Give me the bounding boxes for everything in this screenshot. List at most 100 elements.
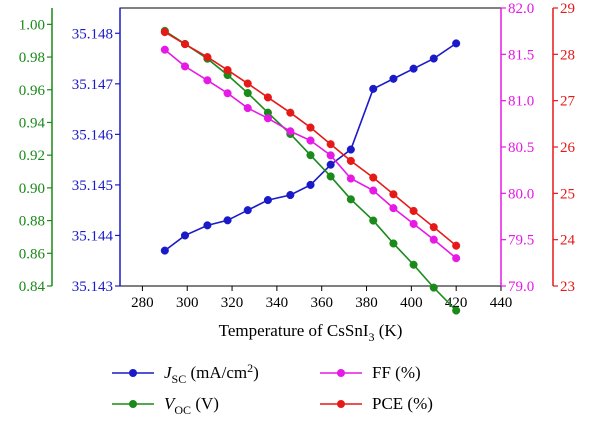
data-point-pce	[369, 173, 378, 182]
data-point-pce	[326, 140, 335, 149]
legend-marker-pce	[337, 400, 345, 408]
data-point-ff	[180, 62, 190, 71]
data-point-ff	[203, 76, 212, 85]
y-tick-label-ff: 82.0	[508, 1, 534, 17]
legend-item-jsc: JSC (mA/cm2)	[112, 361, 259, 386]
data-point-pce	[203, 53, 212, 62]
data-point-ff	[369, 186, 378, 195]
y-axis-jsc: 35.143 35.144 35.145 35.146 35.147 35.148	[72, 8, 121, 295]
series-jsc	[160, 39, 461, 255]
data-point-jsc	[263, 196, 272, 205]
x-tick-label: 360	[310, 295, 333, 311]
data-point-voc	[452, 306, 461, 315]
data-point-jsc	[326, 160, 335, 169]
axes: 280 300 320 340 360 380 400 420 4400.840.860.880…	[19, 1, 576, 311]
series-layer	[160, 26, 461, 315]
y-tick-label-ff: 79.5	[508, 233, 534, 249]
data-point-ff	[409, 219, 418, 228]
y-axis-voc: 0.84 0.86 0.88 0.90 0.92 0.94 0.96 0.98 1.00	[19, 8, 53, 295]
legend-marker-ff	[337, 369, 345, 377]
y-tick-label-jsc: 35.143	[72, 279, 113, 295]
data-point-ff	[306, 136, 315, 145]
data-point-pce	[263, 93, 272, 102]
y-tick-label-voc: 0.92	[19, 148, 45, 164]
data-point-voc	[243, 88, 252, 98]
y-tick-label-jsc: 35.144	[72, 228, 114, 244]
y-tick-label-jsc: 35.147	[72, 77, 114, 93]
data-point-voc	[429, 283, 438, 292]
y-tick-label-jsc: 35.146	[72, 127, 114, 143]
data-point-ff	[346, 174, 355, 183]
legend-marker-jsc	[129, 369, 137, 377]
data-point-voc	[346, 195, 355, 204]
x-axis-label: Temperature of CsSnI3 (K)	[219, 321, 403, 344]
data-point-pce	[409, 206, 418, 215]
x-tick-label: 280	[131, 295, 154, 311]
x-tick-label: 380	[355, 295, 378, 311]
y-tick-label-pce: 23	[560, 279, 575, 295]
y-tick-label-pce: 28	[560, 47, 575, 63]
data-point-jsc	[346, 145, 355, 154]
data-point-jsc	[203, 221, 212, 230]
data-point-ff	[160, 45, 169, 54]
y-tick-label-ff: 80.0	[508, 186, 534, 202]
series-ff	[160, 45, 461, 263]
y-tick-label-ff: 79.0	[508, 279, 534, 295]
data-point-pce	[429, 223, 438, 232]
data-point-voc	[409, 260, 418, 269]
y-axis-pce: 23 24 25 26 27 28 29	[552, 1, 576, 295]
y-tick-label-voc: 0.84	[19, 279, 46, 295]
data-point-pce	[180, 40, 190, 49]
legend-item-ff: FF (%)	[320, 363, 421, 382]
data-point-jsc	[429, 54, 438, 63]
data-point-jsc	[180, 231, 190, 240]
data-point-voc	[306, 151, 315, 160]
legend-label-jsc: JSC (mA/cm2)	[164, 361, 259, 386]
y-tick-label-voc: 0.90	[19, 181, 45, 197]
data-point-pce	[160, 28, 169, 37]
data-point-jsc	[389, 74, 398, 83]
data-point-jsc	[160, 246, 169, 255]
series-pce	[160, 28, 461, 250]
data-point-pce	[223, 66, 232, 75]
data-point-ff	[326, 151, 335, 160]
series-line-jsc	[164, 42, 457, 252]
data-point-jsc	[243, 206, 252, 215]
y-tick-label-voc: 0.88	[19, 214, 45, 230]
data-point-ff	[389, 204, 398, 213]
data-point-ff	[452, 254, 461, 263]
data-point-jsc	[286, 190, 295, 200]
y-tick-label-ff: 81.0	[508, 94, 534, 110]
y-tick-label-ff: 81.5	[508, 47, 534, 63]
data-point-pce	[346, 156, 355, 165]
x-tick-label: 400	[400, 295, 423, 311]
y-tick-label-voc: 0.86	[19, 246, 46, 262]
y-tick-label-ff: 80.5	[508, 140, 534, 156]
x-tick-label: 340	[266, 295, 289, 311]
legend-label-pce: PCE (%)	[372, 394, 433, 413]
data-point-pce	[306, 123, 315, 132]
data-point-jsc	[369, 84, 378, 93]
data-point-ff	[263, 114, 272, 123]
y-tick-label-voc: 0.94	[19, 115, 46, 131]
data-point-pce	[389, 190, 398, 199]
plot-border	[119, 7, 502, 287]
y-axis-ff: 79.0 79.5 80.0 80.5 81.0 81.5 82.0	[500, 1, 534, 295]
y-tick-label-pce: 27	[560, 94, 576, 110]
y-tick-label-voc: 0.98	[19, 50, 45, 66]
data-point-ff	[429, 235, 438, 244]
y-tick-label-pce: 24	[560, 233, 576, 249]
data-point-ff	[223, 89, 232, 98]
x-tick-label: 300	[176, 295, 199, 311]
data-point-pce	[286, 108, 295, 117]
data-point-pce	[243, 79, 252, 88]
y-tick-label-pce: 26	[560, 140, 576, 156]
x-tick-label: 440	[490, 295, 513, 311]
data-point-ff	[286, 127, 295, 136]
legend-item-voc: VOC (V)	[112, 394, 219, 417]
y-tick-label-voc: 0.96	[19, 83, 46, 99]
data-point-voc	[389, 239, 398, 248]
x-tick-label: 420	[445, 295, 468, 311]
data-point-jsc	[306, 180, 315, 189]
